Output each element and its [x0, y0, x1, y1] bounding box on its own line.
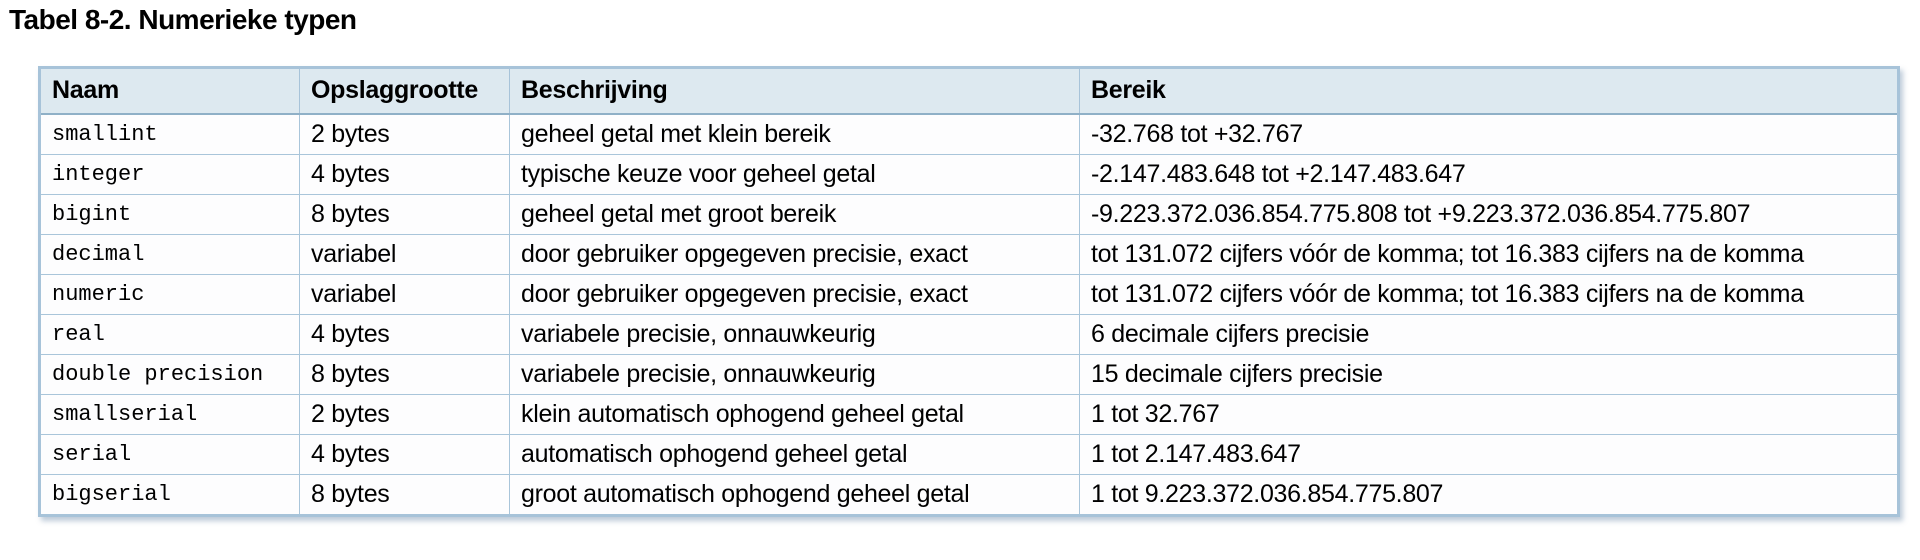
cell-bereik: -2.147.483.648 tot +2.147.483.647	[1079, 154, 1899, 195]
cell-naam: smallint	[39, 113, 300, 155]
cell-opslaggrootte: 2 bytes	[299, 113, 510, 155]
table-row: integer 4 bytes typische keuze voor geheel…	[39, 154, 1899, 195]
table-body: smallint 2 bytes geheel getal met klein be…	[39, 113, 1899, 516]
cell-bereik: 1 tot 9.223.372.036.854.775.807	[1079, 474, 1899, 516]
cell-opslaggrootte: 4 bytes	[299, 434, 510, 475]
table-row: double precision 8 bytes variabele precisi…	[39, 354, 1899, 395]
cell-beschrijving: variabele precisie, onnauwkeurig	[509, 354, 1080, 395]
cell-bereik: 6 decimale cijfers precisie	[1079, 314, 1899, 355]
cell-naam: smallserial	[39, 394, 300, 435]
cell-opslaggrootte: 8 bytes	[299, 194, 510, 235]
table-row: serial 4 bytes automatisch ophogend geheel…	[39, 434, 1899, 475]
table-row: numeric variabel door gebruiker opgegeven …	[39, 274, 1899, 315]
table-row: bigint 8 bytes geheel getal met groot bere…	[39, 194, 1899, 235]
cell-bereik: 15 decimale cijfers precisie	[1079, 354, 1899, 395]
cell-opslaggrootte: 8 bytes	[299, 474, 510, 516]
cell-bereik: 1 tot 2.147.483.647	[1079, 434, 1899, 475]
cell-naam: integer	[39, 154, 300, 195]
table-row: real 4 bytes variabele precisie, onnauwkeu…	[39, 314, 1899, 355]
numeric-types-table-container: Naam Opslaggrootte Beschrijving Bereik s…	[38, 66, 1900, 517]
cell-bereik: -9.223.372.036.854.775.808 tot +9.223.37…	[1079, 194, 1899, 235]
cell-naam: decimal	[39, 234, 300, 275]
cell-beschrijving: geheel getal met groot bereik	[509, 194, 1080, 235]
cell-beschrijving: geheel getal met klein bereik	[509, 113, 1080, 155]
table-row: decimal variabel door gebruiker opgegeven …	[39, 234, 1899, 275]
cell-beschrijving: automatisch ophogend geheel getal	[509, 434, 1080, 475]
cell-naam: real	[39, 314, 300, 355]
cell-naam: bigint	[39, 194, 300, 235]
column-header-bereik: Bereik	[1079, 67, 1899, 115]
cell-opslaggrootte: 4 bytes	[299, 154, 510, 195]
table-caption: Tabel 8-2. Numerieke typen	[9, 4, 357, 35]
cell-beschrijving: door gebruiker opgegeven precisie, exact	[509, 274, 1080, 315]
cell-beschrijving: door gebruiker opgegeven precisie, exact	[509, 234, 1080, 275]
table-row: bigserial 8 bytes groot automatisch ophoge…	[39, 474, 1899, 516]
cell-opslaggrootte: variabel	[299, 274, 510, 315]
cell-opslaggrootte: 2 bytes	[299, 394, 510, 435]
cell-bereik: tot 131.072 cijfers vóór de komma; tot 1…	[1079, 234, 1899, 275]
cell-opslaggrootte: variabel	[299, 234, 510, 275]
table-header: Naam Opslaggrootte Beschrijving Bereik	[39, 67, 1899, 115]
cell-naam: double precision	[39, 354, 300, 395]
column-header-naam: Naam	[39, 67, 300, 115]
column-header-opslaggrootte: Opslaggrootte	[299, 67, 510, 115]
cell-bereik: tot 131.072 cijfers vóór de komma; tot 1…	[1079, 274, 1899, 315]
cell-bereik: 1 tot 32.767	[1079, 394, 1899, 435]
numeric-types-table: Naam Opslaggrootte Beschrijving Bereik s…	[38, 66, 1900, 517]
cell-beschrijving: klein automatisch ophogend geheel getal	[509, 394, 1080, 435]
header-row: Naam Opslaggrootte Beschrijving Bereik	[39, 67, 1899, 115]
table-row: smallint 2 bytes geheel getal met klein be…	[39, 113, 1899, 155]
cell-beschrijving: typische keuze voor geheel getal	[509, 154, 1080, 195]
cell-naam: bigserial	[39, 474, 300, 516]
cell-naam: numeric	[39, 274, 300, 315]
cell-naam: serial	[39, 434, 300, 475]
cell-beschrijving: variabele precisie, onnauwkeurig	[509, 314, 1080, 355]
cell-opslaggrootte: 4 bytes	[299, 314, 510, 355]
table-row: smallserial 2 bytes klein automatisch opho…	[39, 394, 1899, 435]
cell-opslaggrootte: 8 bytes	[299, 354, 510, 395]
cell-beschrijving: groot automatisch ophogend geheel getal	[509, 474, 1080, 516]
column-header-beschrijving: Beschrijving	[509, 67, 1080, 115]
cell-bereik: -32.768 tot +32.767	[1079, 113, 1899, 155]
